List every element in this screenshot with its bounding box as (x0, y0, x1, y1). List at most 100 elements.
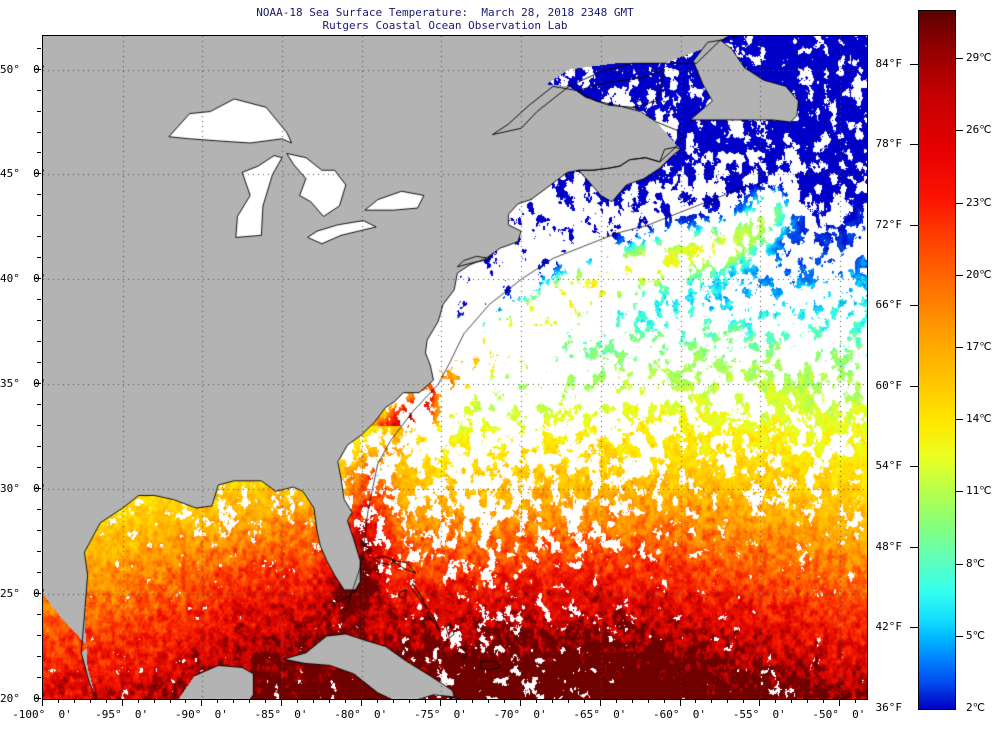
lat-tick (34, 383, 41, 385)
lon-tick (153, 699, 155, 703)
lon-tick (631, 699, 633, 703)
lat-tick (37, 572, 41, 574)
lon-tick (488, 699, 490, 703)
lon-tick (169, 699, 171, 703)
lon-tick (536, 699, 538, 703)
lat-tick (37, 425, 41, 427)
lon-label: -100° 0' (12, 708, 72, 721)
colorbar-label-c: 20℃ (966, 267, 992, 281)
lon-tick (42, 699, 43, 706)
lon-tick (440, 699, 442, 706)
lat-tick (37, 47, 41, 49)
colorbar-label-c: 5℃ (966, 628, 985, 642)
lon-tick (775, 699, 777, 703)
colorbar-label-f: 42°F (875, 620, 903, 634)
colorbar-label-c: 11℃ (966, 484, 992, 498)
lon-tick (838, 699, 840, 706)
lon-tick (328, 699, 330, 703)
lat-tick (34, 173, 41, 175)
lon-label: -65° 0' (573, 708, 627, 721)
lon-tick (822, 699, 824, 703)
lat-tick (37, 509, 41, 511)
lat-tick (37, 656, 41, 658)
lat-tick (37, 614, 41, 616)
colorbar-label-c: 14℃ (966, 412, 992, 426)
lon-label: -95° 0' (95, 708, 149, 721)
colorbar-tick-f (910, 144, 918, 146)
lon-tick (679, 699, 681, 706)
lat-tick (37, 194, 41, 196)
lon-tick (567, 699, 569, 703)
lon-tick (312, 699, 314, 703)
lon-tick (615, 699, 617, 703)
colorbar-tick-c (955, 346, 963, 348)
lat-tick (37, 530, 41, 532)
colorbar-tick-f (910, 466, 918, 468)
lon-tick (424, 699, 426, 703)
lon-tick (520, 699, 522, 706)
lon-tick (552, 699, 554, 703)
colorbar-label-f: 54°F (875, 459, 903, 473)
lon-tick (456, 699, 458, 703)
colorbar-tick-c (955, 58, 963, 60)
lon-tick (344, 699, 346, 703)
temperature-colorbar[interactable]: 84°F 78°F 72°F 66°F 60°F 54°F 48°F 42°F 36°F 29℃ 2… (876, 10, 992, 714)
lon-tick (695, 699, 697, 703)
colorbar-tick-c (955, 419, 963, 421)
colorbar-label-f: 36°F (875, 701, 903, 714)
page-title: NOAA-18 Sea Surface Temperature: March 2… (256, 6, 634, 19)
lat-tick (34, 593, 41, 595)
colorbar-tick-f (910, 63, 918, 65)
lon-tick (249, 699, 251, 703)
lat-tick (37, 551, 41, 553)
lon-label: -80° 0' (334, 708, 388, 721)
sst-map-canvas[interactable] (43, 36, 867, 699)
lat-tick (37, 677, 41, 679)
lon-tick (583, 699, 585, 703)
lon-tick (265, 699, 267, 703)
lat-label: 45° 0' (0, 167, 47, 181)
lon-label: -50° 0' (812, 708, 866, 721)
sst-map-frame[interactable] (42, 35, 868, 700)
lon-label: -55° 0' (732, 708, 786, 721)
colorbar-label-f: 72°F (875, 217, 903, 231)
lat-tick (37, 635, 41, 637)
lat-label: 40° 0' (0, 272, 47, 286)
colorbar-tick-f (910, 546, 918, 548)
lon-tick (504, 699, 506, 703)
lat-tick (37, 152, 41, 154)
lat-label: 25° 0' (0, 587, 47, 601)
lat-tick (37, 341, 41, 343)
lat-tick (34, 68, 41, 70)
lon-tick (376, 699, 378, 703)
lat-tick (37, 446, 41, 448)
colorbar-tick-f (910, 305, 918, 307)
colorbar-tick-c (955, 130, 963, 132)
lon-tick (201, 699, 203, 706)
lon-tick (281, 699, 283, 706)
lat-tick (37, 320, 41, 322)
lon-tick (408, 699, 410, 703)
colorbar-label-f: 60°F (875, 378, 903, 392)
lat-tick (34, 488, 41, 490)
lon-tick (743, 699, 745, 703)
lat-label: 20° 0' (0, 692, 47, 705)
lon-tick (73, 699, 75, 703)
lon-label: -85° 0' (254, 708, 308, 721)
lat-tick (37, 362, 41, 364)
colorbar-label-f: 84°F (875, 56, 903, 70)
colorbar-tick-f (910, 627, 918, 629)
colorbar-tick-c (955, 563, 963, 565)
colorbar-label-c: 29℃ (966, 51, 992, 65)
lon-tick (217, 699, 219, 703)
colorbar-tick-c (955, 635, 963, 637)
colorbar-tick-c (955, 202, 963, 204)
lat-tick (34, 698, 41, 699)
lon-tick (297, 699, 298, 703)
colorbar-tick-f (910, 224, 918, 226)
lon-tick (392, 699, 394, 703)
lon-tick (360, 699, 362, 706)
lon-label: -75° 0' (413, 708, 467, 721)
lat-tick (37, 131, 41, 133)
colorbar-label-c: 26℃ (966, 123, 992, 137)
